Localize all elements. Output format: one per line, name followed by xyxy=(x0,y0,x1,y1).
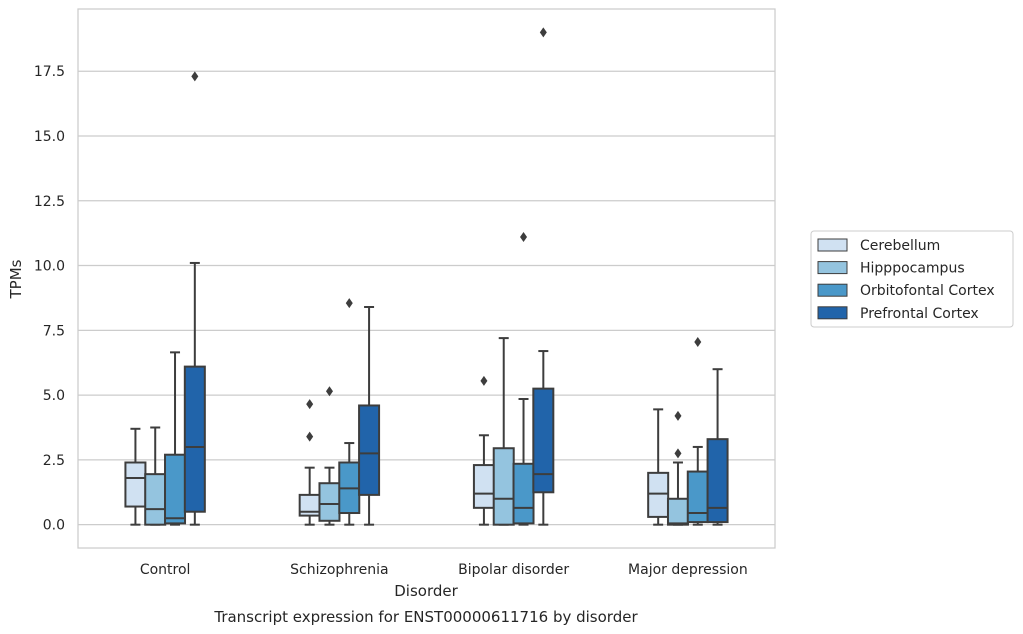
outlier-point xyxy=(694,336,702,347)
box-iqr xyxy=(492,447,515,526)
box-3-0 xyxy=(647,408,670,526)
box-3-3 xyxy=(706,368,729,526)
legend-swatch xyxy=(817,283,848,297)
y-tick-label: 10.0 xyxy=(34,259,65,275)
box-3-1 xyxy=(666,410,689,526)
box-1-1 xyxy=(318,386,341,526)
box-3-2 xyxy=(686,336,709,526)
outlier-point xyxy=(306,431,314,442)
boxes xyxy=(124,27,729,526)
legend-swatch xyxy=(817,306,848,320)
box-iqr xyxy=(164,453,187,525)
box-iqr xyxy=(124,461,147,508)
legend-label: Cerebellum xyxy=(860,238,940,254)
box-2-1 xyxy=(492,337,515,526)
legend-frame xyxy=(810,230,1014,328)
box-iqr xyxy=(318,482,341,522)
outlier-point xyxy=(674,448,682,459)
box-1-0 xyxy=(298,399,321,526)
y-tick-label: 5.0 xyxy=(43,388,65,404)
outlier-point xyxy=(325,386,333,397)
legend: Cerebellum Hipppocampus Orbitofontal Corte… xyxy=(810,230,1014,328)
y-tick-label: 12.5 xyxy=(34,194,65,210)
box-0-0 xyxy=(124,427,147,526)
legend-label: Hipppocampus xyxy=(860,261,965,277)
outlier-point xyxy=(520,232,528,243)
box-2-0 xyxy=(472,375,495,526)
outlier-point xyxy=(539,27,547,38)
box-iqr xyxy=(358,404,381,496)
box-iqr xyxy=(183,365,206,513)
legend-swatch xyxy=(817,261,848,275)
x-tick-label: Schizophrenia xyxy=(290,562,388,578)
y-tick-label: 2.5 xyxy=(43,453,65,469)
y-tick-label: 0.0 xyxy=(43,518,65,534)
legend-label: Orbitofontal Cortex xyxy=(860,283,995,299)
y-axis-ticks: 0.0 2.5 5.0 7.5 10.0 12.5 15.0 17.5 xyxy=(34,64,65,533)
chart-title: Transcript expression for ENST0000061171… xyxy=(213,608,638,626)
x-axis-ticks: Control Schizophrenia Bipolar disorder Majo… xyxy=(140,562,748,578)
outlier-point xyxy=(306,399,314,410)
box-iqr xyxy=(706,438,729,524)
y-tick-label: 15.0 xyxy=(34,129,65,145)
x-tick-label: Bipolar disorder xyxy=(458,562,569,578)
box-iqr xyxy=(666,497,689,526)
box-iqr xyxy=(472,464,495,509)
box-1-2 xyxy=(338,298,361,526)
box-0-2 xyxy=(164,351,187,526)
box-iqr xyxy=(647,471,670,518)
y-axis-label: TPMs xyxy=(7,259,25,299)
x-tick-label: Control xyxy=(140,562,191,578)
box-iqr xyxy=(532,387,555,494)
y-tick-label: 17.5 xyxy=(34,64,65,80)
box-1-3 xyxy=(358,306,381,526)
y-tick-label: 7.5 xyxy=(43,323,65,339)
legend-label: Prefrontal Cortex xyxy=(860,306,979,322)
box-iqr xyxy=(144,473,167,526)
x-tick-label: Major depression xyxy=(628,562,748,578)
box-iqr xyxy=(512,462,535,525)
outlier-point xyxy=(674,410,682,421)
x-axis-label: Disorder xyxy=(394,582,458,600)
box-0-3 xyxy=(183,71,206,526)
outlier-point xyxy=(480,375,488,386)
outlier-point xyxy=(191,71,199,82)
plot-frame xyxy=(77,8,776,549)
legend-swatch xyxy=(817,238,848,252)
box-2-2 xyxy=(512,232,535,526)
box-iqr xyxy=(686,470,709,524)
box-2-3 xyxy=(532,27,555,526)
box-0-1 xyxy=(144,426,167,526)
outlier-point xyxy=(345,298,353,309)
